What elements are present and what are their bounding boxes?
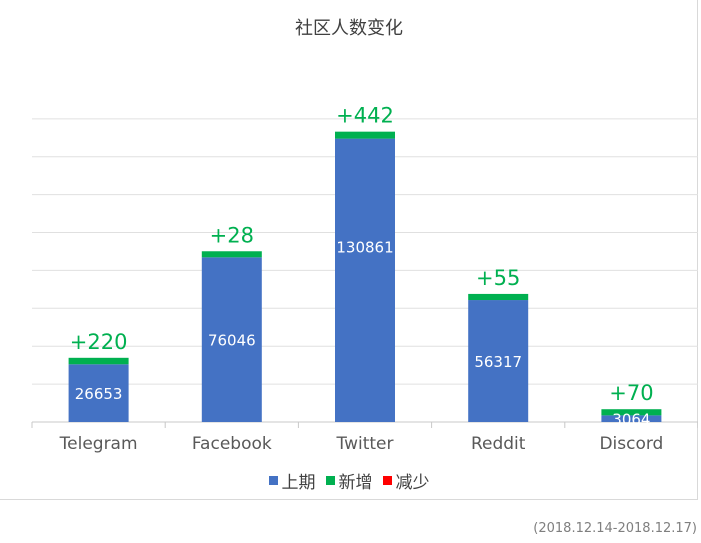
bar-increase	[201, 251, 262, 258]
bar-previous	[601, 415, 662, 422]
legend-swatch-increase	[325, 476, 335, 485]
category-label: Facebook	[192, 434, 272, 454]
bar-previous	[468, 300, 529, 422]
bar-increase	[468, 293, 529, 301]
bar-increase	[601, 409, 662, 416]
increase-label: +28	[210, 223, 254, 247]
bar-previous	[201, 257, 262, 422]
category-label: Telegram	[59, 434, 138, 454]
legend-label-previous: 上期	[281, 473, 316, 493]
legend-swatch-previous	[268, 476, 278, 485]
legend-label-decrease: 减少	[395, 473, 430, 493]
legend-item-increase: 新增	[325, 468, 373, 493]
increase-label: +70	[609, 381, 653, 405]
increase-label: +55	[476, 266, 520, 290]
legend-swatch-decrease	[382, 476, 392, 485]
bar-previous	[335, 138, 395, 423]
chart-title: 社区人数变化	[295, 18, 403, 39]
date-range-footnote: (2018.12.14-2018.12.17)	[533, 521, 697, 536]
increase-label: +442	[336, 104, 394, 128]
increase-label: +220	[70, 330, 128, 354]
bar-value-label: 56317	[474, 353, 522, 371]
legend-item-decrease: 减少	[382, 468, 430, 493]
category-label: Reddit	[471, 434, 526, 454]
bar-value-label: 130861	[336, 239, 393, 257]
chart-frame	[0, 0, 698, 500]
bar-chart: 26653 +220 Telegram 76046 +28 Facebook 130861 +…	[31, 104, 698, 454]
bar-increase	[335, 131, 395, 139]
legend-label-increase: 新增	[338, 473, 373, 493]
bar-value-label: 3064	[612, 411, 650, 429]
bar-increase	[68, 357, 129, 365]
bar-value-label: 26653	[75, 385, 123, 403]
category-label: Twitter	[336, 434, 394, 454]
chart-legend: 上期 新增 减少	[0, 468, 698, 493]
bar-previous	[68, 364, 129, 422]
category-label: Discord	[599, 434, 663, 454]
legend-item-previous: 上期	[268, 468, 316, 493]
bar-value-label: 76046	[208, 332, 256, 350]
